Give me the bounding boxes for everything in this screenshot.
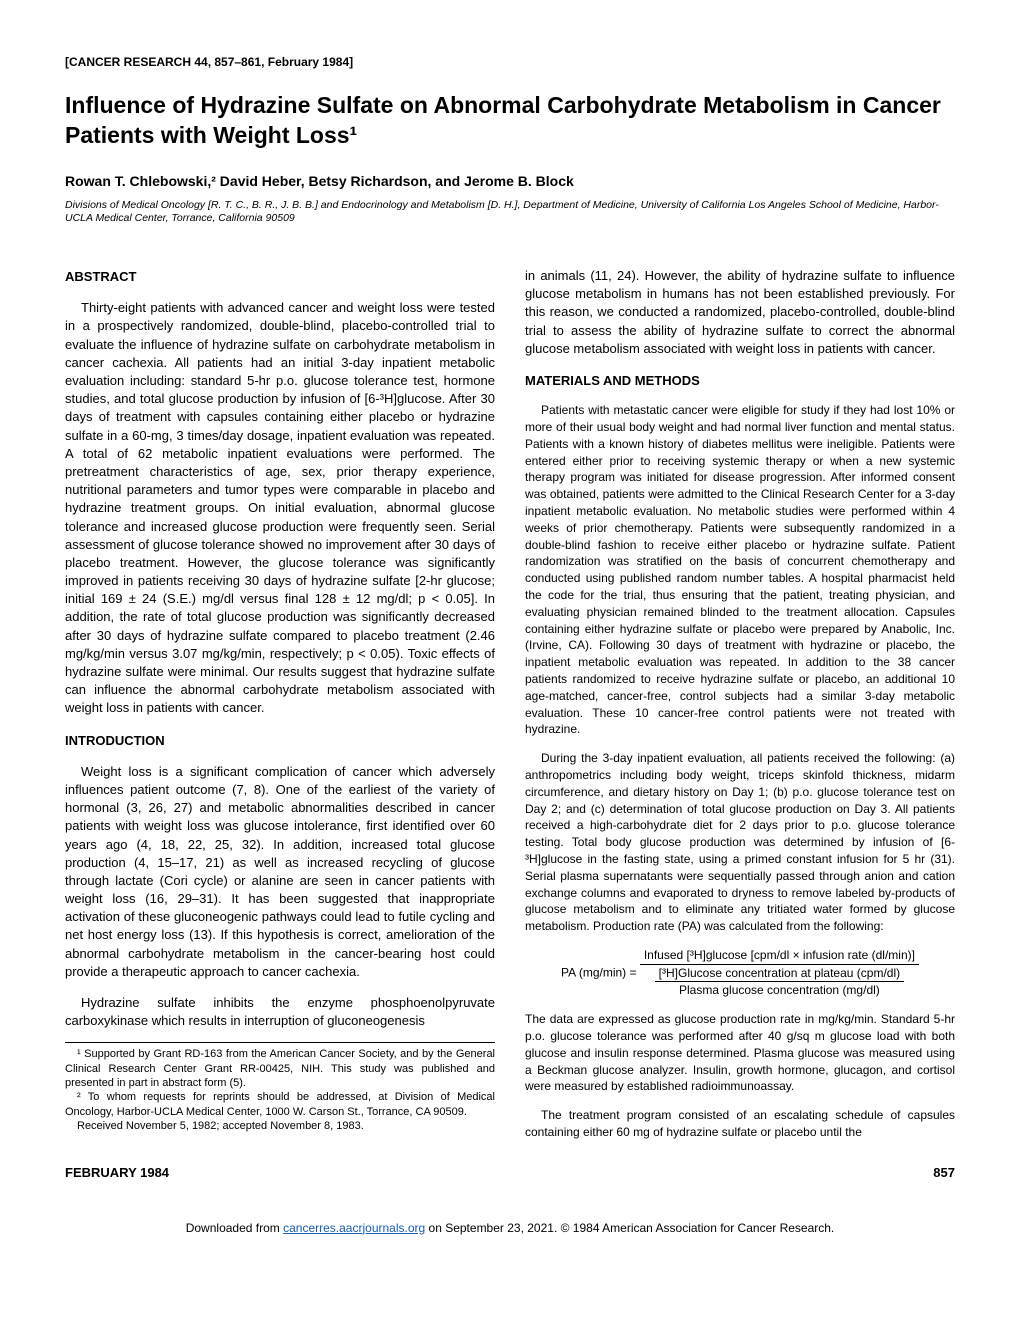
page: [CANCER RESEARCH 44, 857–861, February 1…: [0, 0, 1020, 1267]
download-suffix: on September 23, 2021. © 1984 American A…: [425, 1221, 834, 1235]
two-column-body: ABSTRACT Thirty-eight patients with adva…: [65, 254, 955, 1141]
formula-lhs: PA (mg/min) =: [561, 965, 636, 979]
formula-den-bottom: Plasma glucose concentration (mg/dl): [655, 982, 904, 999]
formula-numerator: Infused [³H]glucose [cpm/dl × infusion r…: [640, 947, 919, 965]
download-link[interactable]: cancerres.aacrjournals.org: [283, 1221, 425, 1235]
intro-para-2: Hydrazine sulfate inhibits the enzyme ph…: [65, 994, 495, 1030]
footer-page-number: 857: [933, 1165, 955, 1180]
left-column: ABSTRACT Thirty-eight patients with adva…: [65, 254, 495, 1141]
footer-date: FEBRUARY 1984: [65, 1165, 169, 1180]
journal-reference: [CANCER RESEARCH 44, 857–861, February 1…: [65, 55, 955, 69]
abstract-text: Thirty-eight patients with advanced canc…: [65, 299, 495, 717]
download-note: Downloaded from cancerres.aacrjournals.o…: [65, 1220, 955, 1237]
right-column: in animals (11, 24). However, the abilit…: [525, 254, 955, 1141]
abstract-heading: ABSTRACT: [65, 268, 495, 286]
formula-den-top: [³H]Glucose concentration at plateau (cp…: [655, 965, 904, 983]
introduction-heading: INTRODUCTION: [65, 732, 495, 750]
methods-para-3: The data are expressed as glucose produc…: [525, 1011, 955, 1095]
download-prefix: Downloaded from: [186, 1221, 283, 1235]
production-rate-formula: PA (mg/min) = Infused [³H]glucose [cpm/d…: [525, 947, 955, 999]
authors: Rowan T. Chlebowski,² David Heber, Betsy…: [65, 173, 955, 189]
methods-para-1: Patients with metastatic cancer were eli…: [525, 402, 955, 738]
methods-para-4: The treatment program consisted of an es…: [525, 1107, 955, 1141]
footnote-2: ² To whom requests for reprints should b…: [65, 1090, 495, 1119]
col2-continuation: in animals (11, 24). However, the abilit…: [525, 267, 955, 358]
footnote-1: ¹ Supported by Grant RD-163 from the Ame…: [65, 1047, 495, 1090]
methods-heading: MATERIALS AND METHODS: [525, 372, 955, 390]
page-footer: FEBRUARY 1984 857: [65, 1165, 955, 1180]
methods-para-2: During the 3-day inpatient evaluation, a…: [525, 750, 955, 935]
article-title: Influence of Hydrazine Sulfate on Abnorm…: [65, 91, 955, 151]
footnote-received: Received November 5, 1982; accepted Nove…: [65, 1119, 495, 1133]
affiliation: Divisions of Medical Oncology [R. T. C.,…: [65, 199, 955, 226]
intro-para-1: Weight loss is a significant complicatio…: [65, 763, 495, 981]
formula-fraction: Infused [³H]glucose [cpm/dl × infusion r…: [640, 947, 919, 999]
footnotes: ¹ Supported by Grant RD-163 from the Ame…: [65, 1042, 495, 1133]
